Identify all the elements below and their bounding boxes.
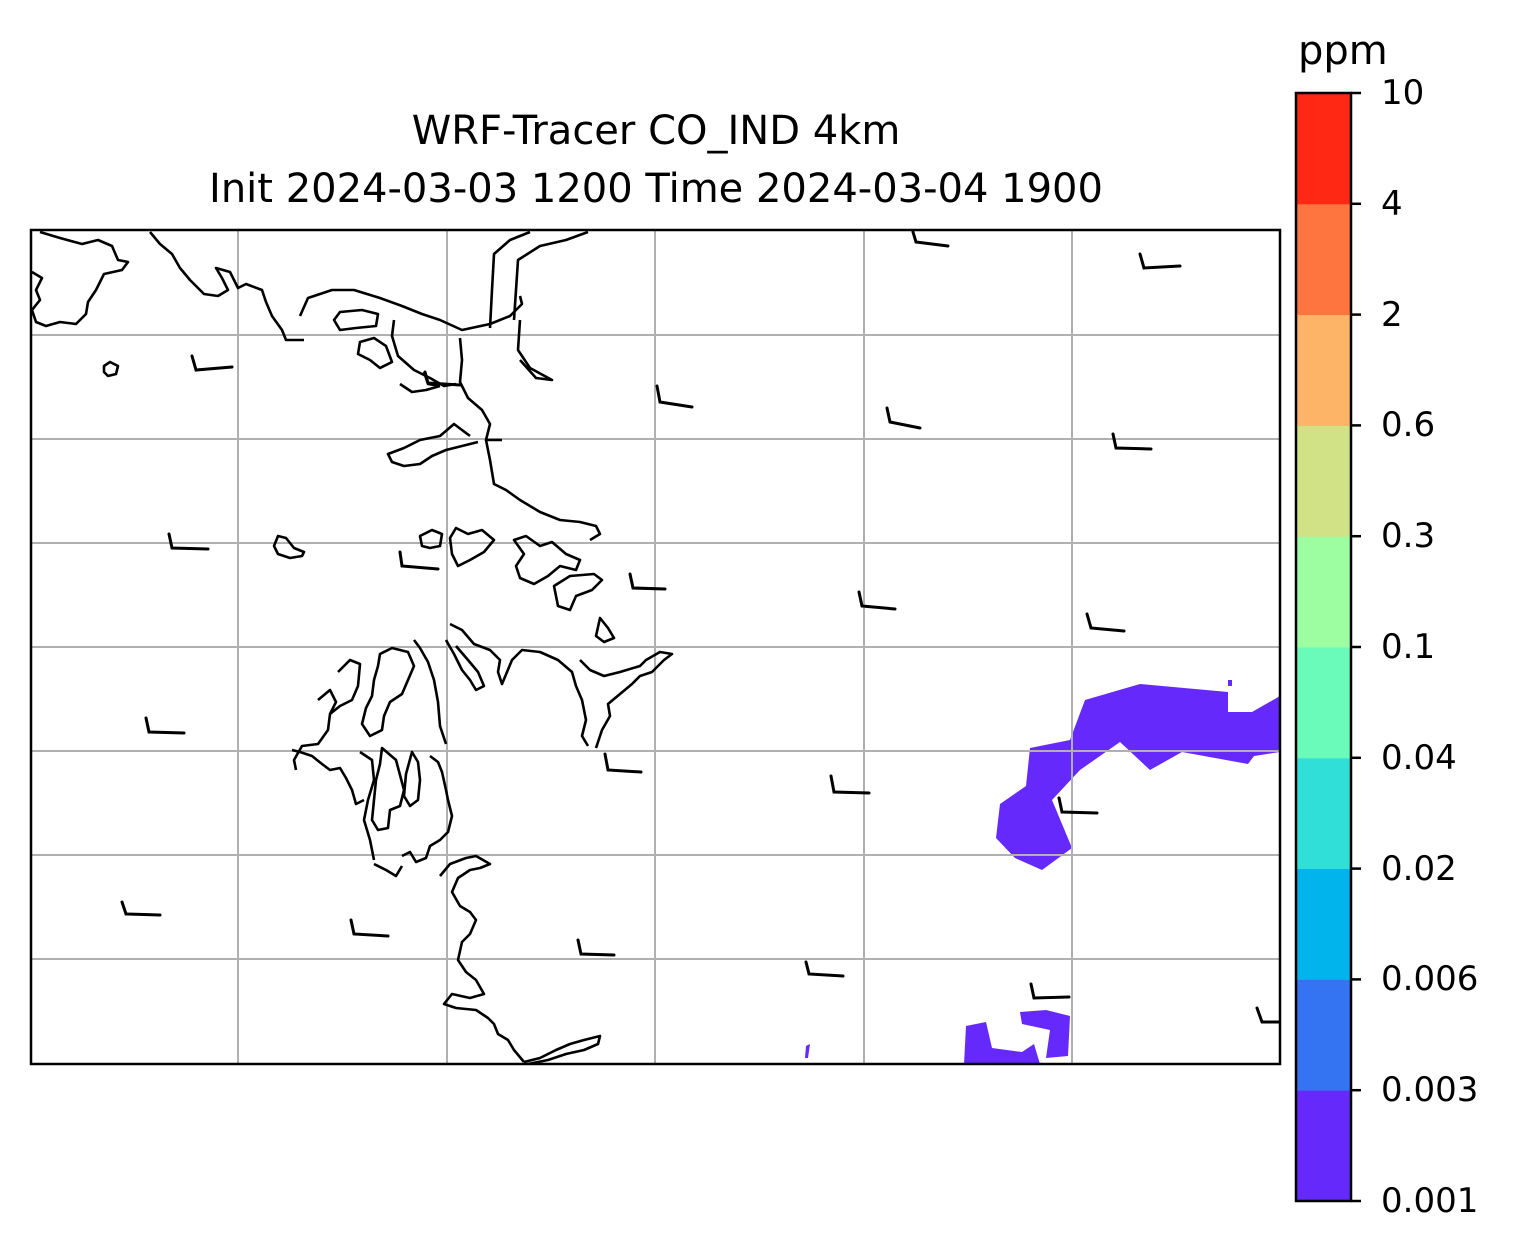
coastline (484, 439, 602, 542)
coastline (579, 650, 674, 749)
wind-barb-icon (628, 572, 667, 591)
wind-barb-icon (167, 532, 210, 551)
coastline (298, 288, 524, 332)
coastline (272, 534, 306, 560)
wind-barb-icon (1111, 432, 1153, 451)
wind-barb-icon (804, 960, 845, 978)
coastline (386, 422, 479, 468)
coastline (448, 526, 496, 568)
coastline (458, 337, 502, 442)
coastline (360, 646, 416, 738)
coastline (401, 754, 454, 864)
colorbar (1296, 93, 1351, 1202)
wind-barb-icon (1255, 1006, 1280, 1024)
coastline (449, 622, 590, 747)
colorbar-segment (1296, 979, 1351, 1091)
tracer-plume-layer (805, 680, 1280, 1064)
colorbar-segment (1296, 93, 1351, 205)
coastline (292, 658, 362, 771)
wind-barb-icon (857, 590, 897, 611)
colorbar-segment (1296, 314, 1351, 426)
coastline (552, 572, 604, 612)
colorbar-segment (1296, 868, 1351, 980)
colorbar-tick-label: 0.6 (1381, 405, 1436, 446)
coastline (31, 230, 130, 328)
coastline (359, 750, 376, 861)
coastline (399, 382, 441, 394)
colorbar-tick-label: 2 (1381, 294, 1403, 335)
coastline (356, 336, 394, 370)
coastline (594, 616, 616, 644)
colorbar-segment (1296, 536, 1351, 648)
tracer-plume (964, 1022, 1040, 1064)
coastline (512, 534, 582, 586)
colorbar-tick-label: 0.003 (1381, 1070, 1479, 1111)
wind-barb-icon (1085, 612, 1126, 633)
wind-barb-icon (655, 384, 694, 409)
colorbar-segment (1296, 203, 1351, 316)
wind-barb-icon (829, 774, 871, 795)
wind-barb-icon (190, 354, 234, 372)
tracer-plume (805, 1044, 810, 1058)
wind-barb-icon (576, 938, 616, 957)
colorbar-tick-label: 0.04 (1381, 737, 1457, 778)
colorbar-tick-label: 0.006 (1381, 959, 1479, 1000)
colorbar-unit-label: ppm (1298, 28, 1388, 74)
wind-barb-icon (423, 370, 462, 387)
coastline (149, 231, 304, 342)
colorbar-segment (1296, 1090, 1351, 1202)
wind-barb-icon (349, 918, 390, 938)
colorbar-segment (1296, 647, 1351, 759)
wind-barb-icon (885, 406, 922, 430)
plot-title-line-1: WRF-Tracer CO_IND 4km (411, 108, 901, 154)
wind-barb-icon (1138, 252, 1182, 270)
plot-title-line-2: Init 2024-03-03 1200 Time 2024-03-04 190… (209, 166, 1103, 212)
wind-barb-icon (911, 230, 950, 248)
gridlines (31, 230, 1280, 1064)
colorbar-tick-label: 4 (1381, 183, 1403, 224)
colorbar-tick-label: 0.3 (1381, 516, 1436, 557)
wind-barb-icon (603, 752, 643, 774)
coastline (332, 308, 380, 332)
wind-barbs (120, 230, 1280, 1024)
coastline (418, 528, 444, 550)
coastline (291, 748, 365, 806)
colorbar-tick-label: 10 (1381, 73, 1425, 113)
coastline (102, 360, 120, 378)
wind-barb-icon (120, 900, 162, 917)
map-frame (29, 228, 1282, 1066)
colorbar-segment (1296, 757, 1351, 870)
colorbar-tick-label: 0.001 (1381, 1181, 1479, 1221)
tracer-plume (1228, 680, 1232, 686)
colorbar-tick-label: 0.02 (1381, 848, 1457, 889)
coastline (444, 639, 486, 692)
wind-barb-icon (144, 716, 186, 735)
coastline (488, 230, 531, 329)
wind-barb-icon (398, 550, 440, 571)
coastline (516, 319, 554, 382)
coastline (412, 639, 448, 745)
coastline (523, 1034, 602, 1064)
wind-barb-icon (1029, 982, 1071, 1000)
coastline (439, 854, 525, 1063)
coastline (390, 319, 457, 388)
tracer-plume (996, 684, 1280, 870)
coastline (373, 862, 404, 878)
colorbar-segment (1296, 425, 1351, 537)
coastline (370, 746, 406, 832)
colorbar-tick-label: 0.1 (1381, 627, 1436, 667)
tracer-plume (1020, 1010, 1070, 1058)
wind-barb-icon (1057, 796, 1099, 815)
coastline (402, 750, 422, 808)
colorbar-ticks (1351, 91, 1361, 1203)
coastline (512, 230, 589, 321)
coastline (317, 688, 338, 715)
